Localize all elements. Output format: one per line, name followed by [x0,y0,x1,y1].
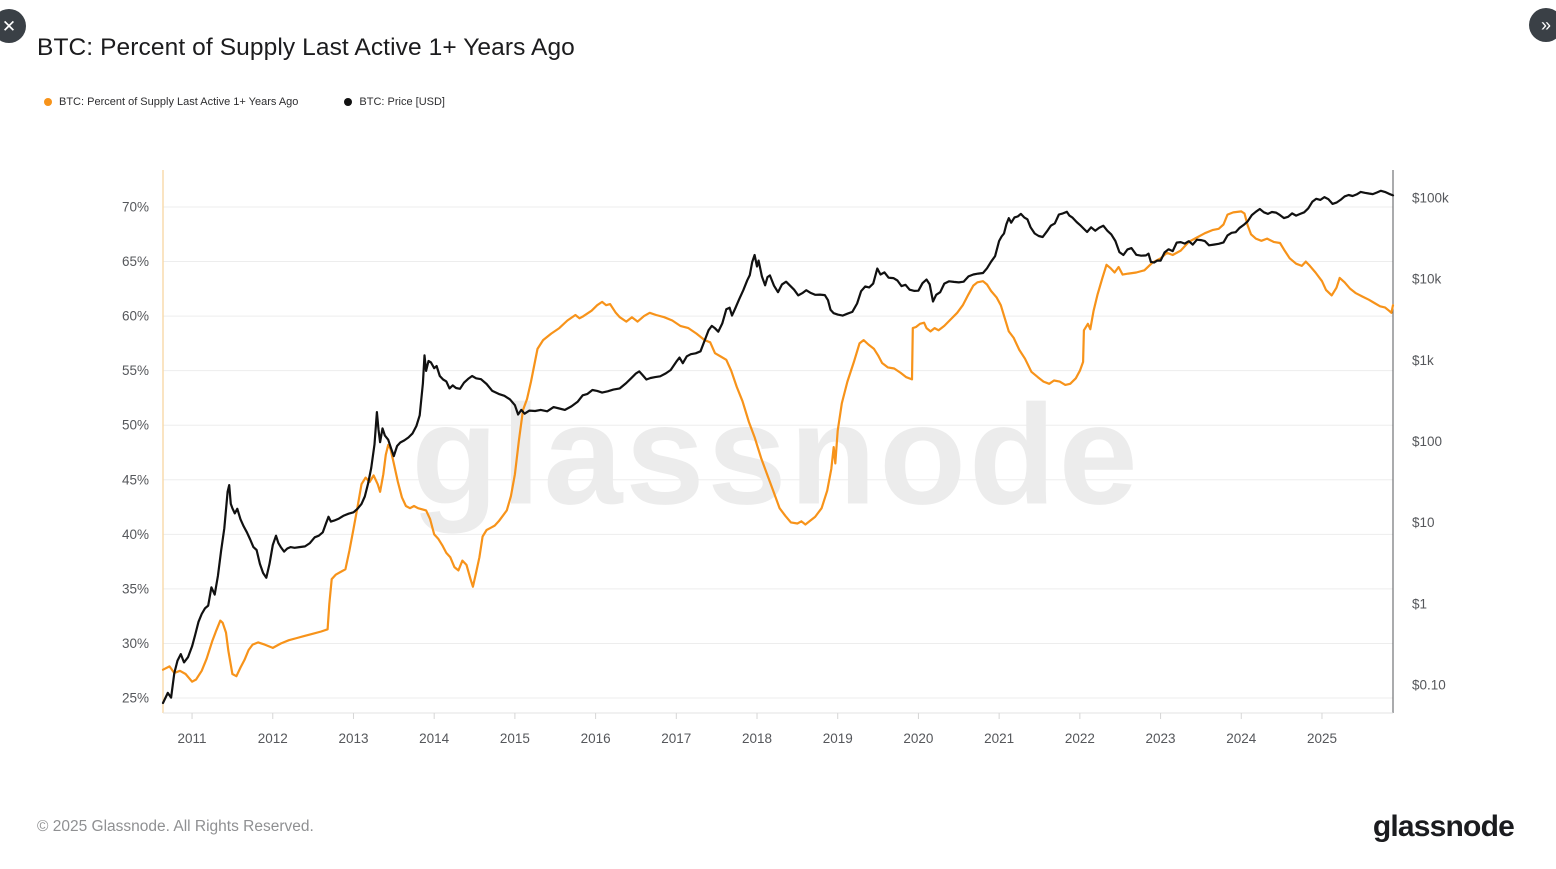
svg-text:2025: 2025 [1307,731,1337,746]
svg-text:35%: 35% [122,581,149,596]
left-axis-labels: 25% 30% 35% 40% 45% 50% 55% 60% 65% 70% [122,199,149,705]
svg-text:$10: $10 [1412,515,1435,530]
svg-text:60%: 60% [122,309,149,324]
expand-button[interactable]: » [1529,8,1556,42]
close-icon: ✕ [1,16,17,36]
close-button[interactable]: ✕ [0,9,26,43]
copyright-text: © 2025 Glassnode. All Rights Reserved. [37,818,314,835]
svg-text:$10k: $10k [1412,272,1442,287]
svg-text:2016: 2016 [581,731,611,746]
svg-text:2012: 2012 [258,731,288,746]
svg-text:30%: 30% [122,636,149,651]
chevron-double-right-icon: » [1540,15,1551,35]
svg-text:$100k: $100k [1412,190,1449,205]
svg-text:45%: 45% [122,472,149,487]
legend-item-price[interactable]: BTC: Price [USD] [344,96,445,108]
supply-series-line [161,210,1395,683]
svg-text:$100: $100 [1412,434,1442,449]
price-series-dot-icon [344,98,353,106]
legend: BTC: Percent of Supply Last Active 1+ Ye… [44,96,491,108]
svg-text:55%: 55% [122,363,149,378]
svg-text:2018: 2018 [742,731,772,746]
svg-text:2023: 2023 [1146,731,1176,746]
svg-text:2021: 2021 [984,731,1014,746]
watermark: glassnode [411,376,1140,535]
legend-item-supply[interactable]: BTC: Percent of Supply Last Active 1+ Ye… [44,96,298,108]
svg-text:2011: 2011 [178,731,207,746]
glassnode-logo: glassnode [1372,810,1515,843]
legend-label-supply: BTC: Percent of Supply Last Active 1+ Ye… [59,96,299,108]
svg-text:2024: 2024 [1226,731,1257,746]
svg-text:2013: 2013 [338,731,368,746]
right-axis-labels: $0.10 $1 $10 $100 $1k $10k $100k [1412,190,1449,692]
gridlines [163,206,1393,699]
svg-text:2019: 2019 [823,731,853,746]
svg-text:$1k: $1k [1412,353,1434,368]
svg-text:$0.10: $0.10 [1412,678,1446,693]
svg-text:2017: 2017 [661,731,691,746]
price-series-line [161,189,1395,705]
svg-text:2014: 2014 [419,731,450,746]
svg-text:50%: 50% [122,418,149,433]
svg-text:2020: 2020 [903,731,933,746]
svg-text:25%: 25% [122,691,149,706]
svg-text:2022: 2022 [1065,731,1095,746]
svg-text:65%: 65% [122,254,149,269]
svg-text:2015: 2015 [500,731,530,746]
axes [162,170,1394,714]
page-title: BTC: Percent of Supply Last Active 1+ Ye… [37,34,575,61]
supply-series-dot-icon [44,98,52,106]
legend-label-price: BTC: Price [USD] [359,96,445,108]
svg-text:$1: $1 [1412,596,1427,611]
x-axis-labels: 2011 2012 2013 2014 2015 2016 2017 2018 2019 2020… [178,713,1337,746]
svg-text:70%: 70% [122,199,149,214]
svg-text:40%: 40% [122,527,149,542]
